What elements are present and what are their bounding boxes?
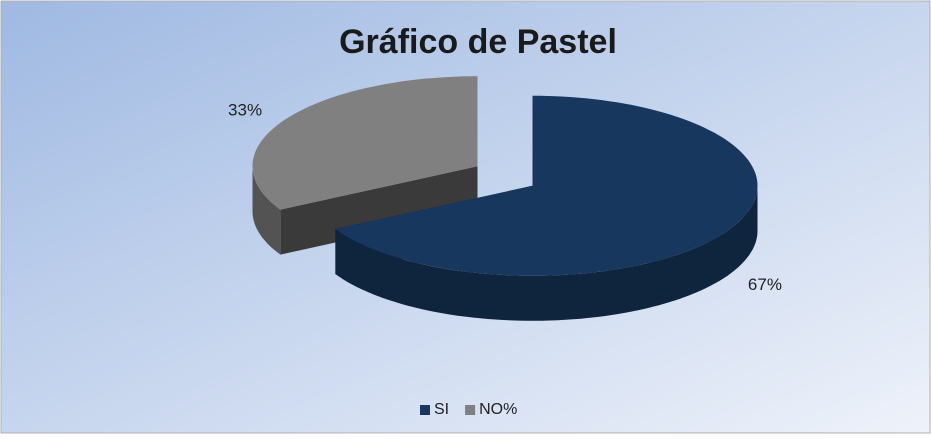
legend-label: NO% <box>479 401 517 418</box>
legend-swatch <box>420 405 430 415</box>
data-label: 67% <box>748 275 782 294</box>
slice-side <box>280 166 478 255</box>
slice <box>335 95 758 276</box>
slice-wall <box>252 166 281 255</box>
legend-label: SI <box>434 401 449 418</box>
data-label: 33% <box>228 101 262 120</box>
legend-swatch <box>465 405 476 415</box>
slice <box>252 76 478 210</box>
slice-wall <box>335 185 758 321</box>
chart-title: Gráfico de Pastel <box>339 23 617 61</box>
